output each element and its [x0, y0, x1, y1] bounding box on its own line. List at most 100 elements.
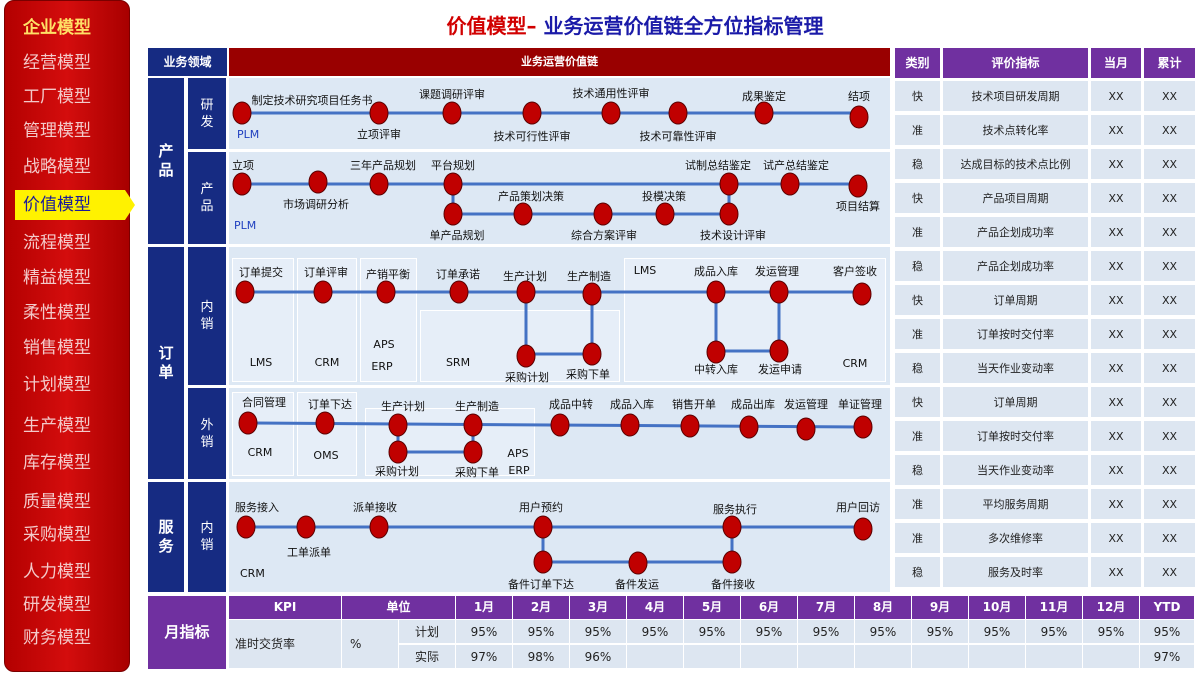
- flow-node-service[interactable]: [533, 515, 553, 539]
- flow-node-rd[interactable]: [522, 101, 542, 125]
- flow-node-export[interactable]: [463, 413, 483, 437]
- flow-node-domestic[interactable]: [313, 280, 333, 304]
- kpi-header-0: KPI: [229, 596, 342, 619]
- flow-node-product[interactable]: [443, 172, 463, 196]
- flow-node-export[interactable]: [853, 415, 873, 439]
- metrics-cell-month: XX: [1091, 557, 1141, 589]
- flow-node-product[interactable]: [719, 172, 739, 196]
- flow-node-export[interactable]: [238, 411, 258, 435]
- flow-node-product[interactable]: [780, 172, 800, 196]
- flow-node-label: 生产制造: [567, 269, 611, 283]
- sidebar-item-7[interactable]: 柔性模型: [23, 303, 91, 323]
- flow-node-label: 立项: [232, 158, 254, 172]
- metrics-cell-name: 订单周期: [943, 285, 1088, 317]
- metrics-row: 稳达成目标的技术点比例 XX XX: [895, 149, 1195, 181]
- flow-node-product[interactable]: [513, 202, 533, 226]
- flow-node-service[interactable]: [722, 550, 742, 574]
- sidebar-item-5[interactable]: 流程模型: [23, 233, 91, 253]
- metrics-cell-month: XX: [1091, 523, 1141, 555]
- kpi-actual-value: 98%: [513, 645, 570, 669]
- flow-node-domestic[interactable]: [376, 280, 396, 304]
- flow-node-rd[interactable]: [601, 101, 621, 125]
- flow-node-service[interactable]: [533, 550, 553, 574]
- flow-node-export[interactable]: [463, 440, 483, 464]
- flow-node-domestic[interactable]: [582, 282, 602, 306]
- metrics-cell-month: XX: [1091, 251, 1141, 283]
- flow-node-export[interactable]: [796, 417, 816, 441]
- sidebar-item-9[interactable]: 计划模型: [23, 375, 91, 395]
- flow-node-export[interactable]: [388, 440, 408, 464]
- flow-node-product[interactable]: [655, 202, 675, 226]
- system-box-aps: [360, 258, 417, 382]
- flow-node-domestic[interactable]: [706, 340, 726, 364]
- kpi-plan-value: 95%: [1140, 620, 1195, 644]
- sidebar-item-10[interactable]: 生产模型: [23, 416, 91, 436]
- flow-node-export[interactable]: [739, 415, 759, 439]
- flow-node-rd[interactable]: [668, 101, 688, 125]
- flow-node-service[interactable]: [369, 515, 389, 539]
- flow-node-domestic[interactable]: [449, 280, 469, 304]
- flow-node-export[interactable]: [550, 413, 570, 437]
- metrics-row: 快产品项目周期 XX XX: [895, 183, 1195, 215]
- metrics-cell-cat: 准: [895, 217, 940, 249]
- flow-node-label: 成果鉴定: [742, 89, 786, 103]
- metrics-cell-total: XX: [1144, 81, 1195, 113]
- flow-node-product[interactable]: [232, 172, 252, 196]
- flow-node-service[interactable]: [628, 551, 648, 575]
- subdomain-product: 产 品: [188, 152, 226, 244]
- flow-node-domestic[interactable]: [706, 280, 726, 304]
- sidebar-item-1[interactable]: 工厂模型: [23, 87, 91, 107]
- kpi-plan-value: 95%: [855, 620, 912, 644]
- system-label: CRM: [315, 356, 340, 369]
- sidebar-item-14[interactable]: 人力模型: [23, 562, 91, 582]
- flow-node-domestic[interactable]: [582, 342, 602, 366]
- flow-node-export[interactable]: [680, 414, 700, 438]
- flow-node-label: 成品入库: [694, 265, 738, 278]
- flow-node-rd[interactable]: [369, 101, 389, 125]
- sidebar-item-11[interactable]: 库存模型: [23, 453, 91, 473]
- flow-node-product[interactable]: [443, 202, 463, 226]
- domain-header: 业务领域: [148, 48, 227, 76]
- flow-node-product[interactable]: [719, 202, 739, 226]
- sidebar-item-0[interactable]: 经营模型: [23, 53, 91, 73]
- flow-node-export[interactable]: [315, 411, 335, 435]
- flow-node-rd[interactable]: [754, 101, 774, 125]
- domain-service-label: 服 务: [158, 518, 174, 555]
- flow-node-label: 综合方案评审: [571, 228, 637, 242]
- sidebar-brand[interactable]: 企业模型: [23, 18, 91, 38]
- flow-node-service[interactable]: [722, 515, 742, 539]
- sidebar-item-2[interactable]: 管理模型: [23, 121, 91, 141]
- sidebar-item-8[interactable]: 销售模型: [23, 338, 91, 358]
- metrics-cell-cat: 准: [895, 115, 940, 147]
- flow-node-product[interactable]: [308, 170, 328, 194]
- sidebar-item-4[interactable]: 价值模型: [15, 190, 135, 220]
- sidebar-item-13[interactable]: 采购模型: [23, 525, 91, 545]
- kpi-header-8: 7月: [798, 596, 855, 619]
- flow-node-service[interactable]: [296, 515, 316, 539]
- flow-node-service[interactable]: [236, 515, 256, 539]
- flow-node-domestic[interactable]: [769, 280, 789, 304]
- flow-node-rd[interactable]: [442, 101, 462, 125]
- metrics-cell-month: XX: [1091, 149, 1141, 181]
- sidebar-item-3[interactable]: 战略模型: [23, 157, 91, 177]
- domain-product: 产 品: [148, 78, 184, 244]
- flow-node-export[interactable]: [620, 413, 640, 437]
- sidebar-item-12[interactable]: 质量模型: [23, 492, 91, 512]
- flow-node-domestic[interactable]: [516, 344, 536, 368]
- flow-node-domestic[interactable]: [235, 280, 255, 304]
- flow-node-export[interactable]: [388, 413, 408, 437]
- flow-node-domestic[interactable]: [852, 282, 872, 306]
- flow-node-product[interactable]: [369, 172, 389, 196]
- metrics-cell-cat: 稳: [895, 353, 940, 385]
- flow-node-domestic[interactable]: [516, 280, 536, 304]
- flow-node-rd[interactable]: [849, 105, 869, 129]
- sidebar-item-16[interactable]: 财务模型: [23, 628, 91, 648]
- flow-node-domestic[interactable]: [769, 339, 789, 363]
- flow-node-product[interactable]: [848, 174, 868, 198]
- sidebar-item-6[interactable]: 精益模型: [23, 268, 91, 288]
- sidebar-item-15[interactable]: 研发模型: [23, 595, 91, 615]
- metrics-row: 稳产品企划成功率 XX XX: [895, 251, 1195, 283]
- flow-node-service[interactable]: [853, 517, 873, 541]
- flow-node-rd[interactable]: [232, 101, 252, 125]
- flow-node-product[interactable]: [593, 202, 613, 226]
